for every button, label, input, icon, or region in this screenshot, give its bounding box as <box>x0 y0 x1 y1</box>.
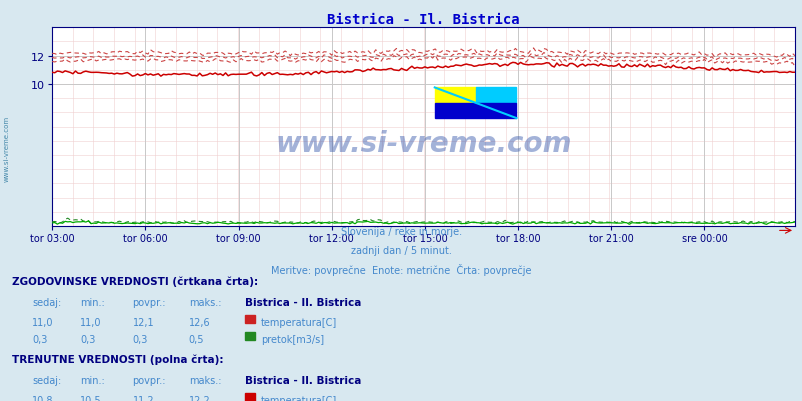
Text: www.si-vreme.com: www.si-vreme.com <box>275 129 571 157</box>
Bar <box>434 88 475 103</box>
Text: 11,0: 11,0 <box>80 317 102 327</box>
Text: 0,5: 0,5 <box>188 334 204 344</box>
Text: 12,1: 12,1 <box>132 317 154 327</box>
Bar <box>475 88 516 103</box>
Title: Bistrica - Il. Bistrica: Bistrica - Il. Bistrica <box>327 13 519 27</box>
Text: min.:: min.: <box>80 375 105 385</box>
Text: povpr.:: povpr.: <box>132 298 166 308</box>
Text: min.:: min.: <box>80 298 105 308</box>
Text: temperatura[C]: temperatura[C] <box>261 317 337 327</box>
Text: Bistrica - Il. Bistrica: Bistrica - Il. Bistrica <box>245 375 361 385</box>
Text: 11,2: 11,2 <box>132 395 154 401</box>
Bar <box>434 103 516 119</box>
Text: maks.:: maks.: <box>188 298 221 308</box>
Text: 12,6: 12,6 <box>188 317 210 327</box>
Text: sedaj:: sedaj: <box>32 298 61 308</box>
Text: zadnji dan / 5 minut.: zadnji dan / 5 minut. <box>350 246 452 256</box>
Text: 10,5: 10,5 <box>80 395 102 401</box>
Text: temperatura[C]: temperatura[C] <box>261 395 337 401</box>
Text: 0,3: 0,3 <box>80 334 95 344</box>
Text: ZGODOVINSKE VREDNOSTI (črtkana črta):: ZGODOVINSKE VREDNOSTI (črtkana črta): <box>12 276 258 287</box>
Text: sedaj:: sedaj: <box>32 375 61 385</box>
Text: pretok[m3/s]: pretok[m3/s] <box>261 334 324 344</box>
Text: 0,3: 0,3 <box>32 334 47 344</box>
Text: 11,0: 11,0 <box>32 317 54 327</box>
Text: maks.:: maks.: <box>188 375 221 385</box>
Text: Meritve: povprečne  Enote: metrične  Črta: povprečje: Meritve: povprečne Enote: metrične Črta:… <box>271 263 531 275</box>
Text: TRENUTNE VREDNOSTI (polna črta):: TRENUTNE VREDNOSTI (polna črta): <box>12 354 223 365</box>
Text: 12,2: 12,2 <box>188 395 210 401</box>
Text: povpr.:: povpr.: <box>132 375 166 385</box>
Text: www.si-vreme.com: www.si-vreme.com <box>3 115 10 181</box>
Text: 0,3: 0,3 <box>132 334 148 344</box>
Text: Bistrica - Il. Bistrica: Bistrica - Il. Bistrica <box>245 298 361 308</box>
Text: 10,8: 10,8 <box>32 395 54 401</box>
Text: Slovenija / reke in morje.: Slovenija / reke in morje. <box>341 227 461 237</box>
